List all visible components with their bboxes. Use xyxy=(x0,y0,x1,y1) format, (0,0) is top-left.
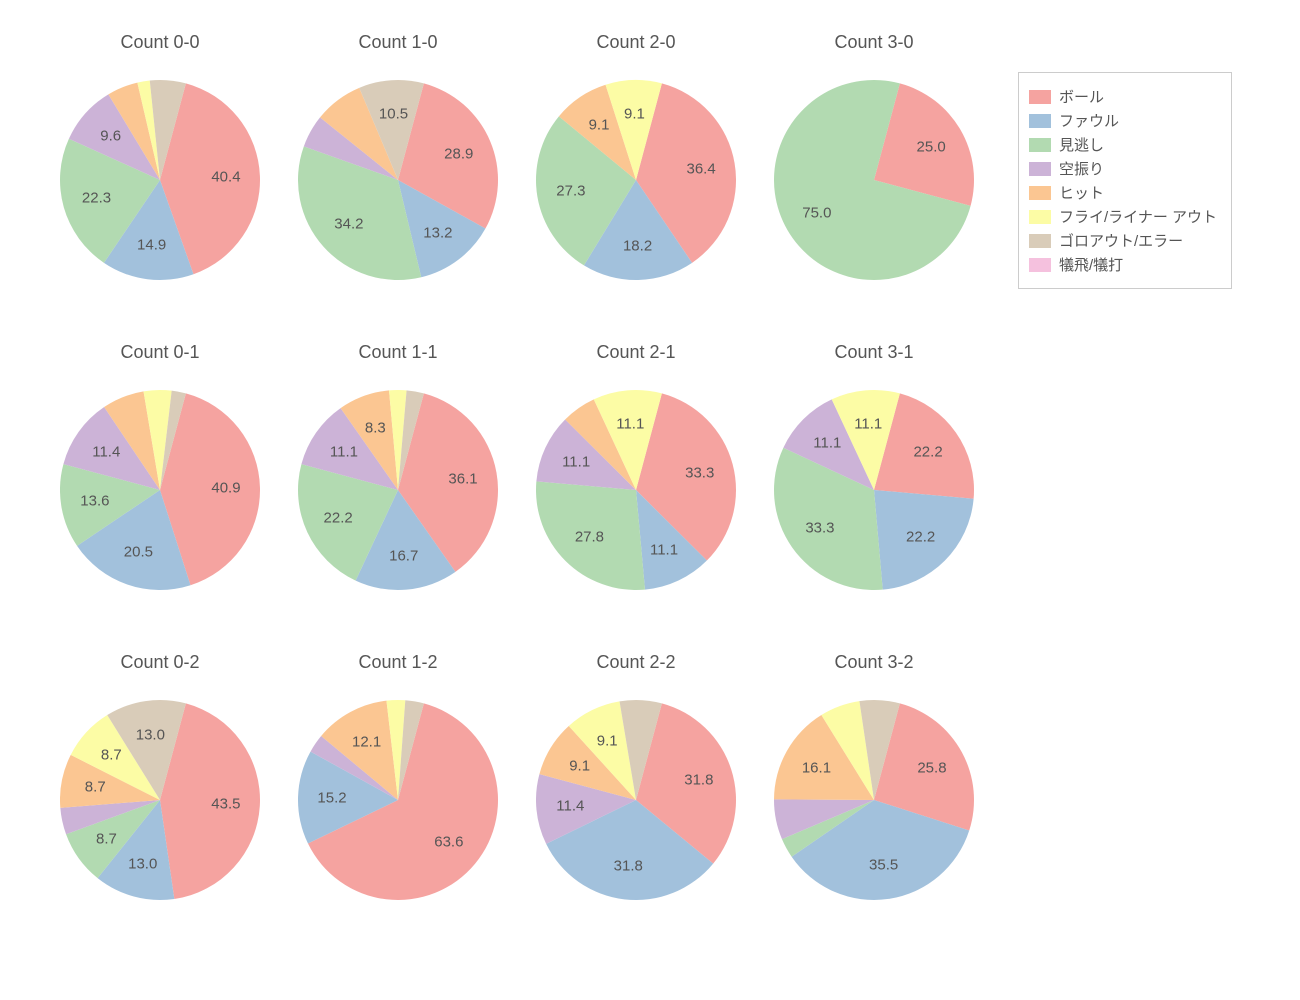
slice-label: 9.1 xyxy=(624,106,645,123)
legend-item: ボール xyxy=(1029,86,1217,107)
slice-label: 25.0 xyxy=(917,139,946,156)
legend-item: 空振り xyxy=(1029,158,1217,179)
pie-chart: 43.5 13.0 8.7 8.7 8.7 13.0 xyxy=(60,670,300,930)
slice-label: 10.5 xyxy=(379,106,408,123)
legend-item: ファウル xyxy=(1029,110,1217,131)
legend-swatch xyxy=(1029,258,1051,272)
legend-swatch xyxy=(1029,186,1051,200)
legend-label: ゴロアウト/エラー xyxy=(1059,230,1183,251)
slice-label: 40.4 xyxy=(211,169,240,186)
legend-swatch xyxy=(1029,90,1051,104)
legend-swatch xyxy=(1029,210,1051,224)
slice-label: 11.1 xyxy=(650,541,678,558)
slice-label: 43.5 xyxy=(211,795,240,812)
legend-label: 見逃し xyxy=(1059,134,1104,155)
pie-chart: 40.9 20.5 13.6 11.4 xyxy=(60,360,300,620)
legend-label: フライ/ライナー アウト xyxy=(1059,206,1217,227)
pie-chart: 33.3 11.1 27.8 11.1 11.1 xyxy=(536,360,776,620)
legend-label: 犠飛/犠打 xyxy=(1059,254,1123,275)
slice-label: 9.1 xyxy=(597,732,618,749)
slice-label: 63.6 xyxy=(434,834,463,851)
slice-label: 9.1 xyxy=(589,117,610,134)
slice-label: 33.3 xyxy=(805,519,834,536)
slice-label: 22.3 xyxy=(82,189,111,206)
pie-chart: 36.4 18.2 27.3 9.1 9.1 xyxy=(536,50,776,310)
slice-label: 40.9 xyxy=(211,480,240,497)
slice-label: 8.3 xyxy=(365,420,386,437)
slice-label: 12.1 xyxy=(352,733,381,750)
slice-label: 13.0 xyxy=(128,855,157,872)
slice-label: 8.7 xyxy=(85,779,106,796)
slice-label: 13.6 xyxy=(80,492,109,509)
legend-swatch xyxy=(1029,162,1051,176)
legend-swatch xyxy=(1029,114,1051,128)
slice-label: 15.2 xyxy=(317,790,346,807)
pie-chart: 40.4 14.9 22.3 9.6 xyxy=(60,50,300,310)
legend-swatch xyxy=(1029,234,1051,248)
slice-label: 25.8 xyxy=(917,760,946,777)
legend-item: ゴロアウト/エラー xyxy=(1029,230,1217,251)
slice-label: 9.1 xyxy=(569,757,590,774)
slice-label: 33.3 xyxy=(685,464,714,481)
legend: ボールファウル見逃し空振りヒットフライ/ライナー アウトゴロアウト/エラー犠飛/… xyxy=(1018,72,1232,289)
slice-label: 18.2 xyxy=(623,237,652,254)
slice-label: 28.9 xyxy=(444,146,473,163)
pie-chart: 22.2 22.2 33.3 11.1 11.1 xyxy=(774,360,1014,620)
slice-label: 35.5 xyxy=(869,857,898,874)
slice-label: 11.4 xyxy=(556,798,584,815)
pie-chart: 63.6 15.2 12.1 xyxy=(298,670,538,930)
legend-label: ファウル xyxy=(1059,110,1119,131)
slice-label: 16.1 xyxy=(802,759,831,776)
slice-label: 16.7 xyxy=(389,547,418,564)
slice-label: 9.6 xyxy=(100,128,121,145)
slice-label: 22.2 xyxy=(906,528,935,545)
slice-label: 11.1 xyxy=(330,444,358,461)
slice-label: 11.1 xyxy=(562,454,590,471)
slice-label: 31.8 xyxy=(614,857,643,874)
pie-chart: 31.8 31.8 11.4 9.1 9.1 xyxy=(536,670,776,930)
slice-label: 13.0 xyxy=(136,726,165,743)
slice-label: 8.7 xyxy=(96,830,117,847)
slice-label: 11.1 xyxy=(616,416,644,433)
slice-label: 22.2 xyxy=(324,509,353,526)
legend-label: 空振り xyxy=(1059,158,1104,179)
slice-label: 11.1 xyxy=(854,416,882,433)
slice-label: 11.1 xyxy=(813,435,841,452)
legend-item: 見逃し xyxy=(1029,134,1217,155)
legend-label: ボール xyxy=(1059,86,1104,107)
slice-label: 13.2 xyxy=(423,224,452,241)
slice-label: 27.3 xyxy=(556,182,585,199)
pie-chart: 36.1 16.7 22.2 11.1 8.3 xyxy=(298,360,538,620)
slice-label: 31.8 xyxy=(684,771,713,788)
legend-item: ヒット xyxy=(1029,182,1217,203)
slice-label: 36.1 xyxy=(448,470,477,487)
slice-label: 34.2 xyxy=(334,216,363,233)
legend-item: フライ/ライナー アウト xyxy=(1029,206,1217,227)
slice-label: 11.4 xyxy=(92,443,120,460)
slice-label: 14.9 xyxy=(137,237,166,254)
slice-label: 20.5 xyxy=(124,544,153,561)
slice-label: 36.4 xyxy=(686,161,715,178)
pie-chart: 25.8 35.5 16.1 xyxy=(774,670,1014,930)
slice-label: 75.0 xyxy=(802,205,831,222)
legend-item: 犠飛/犠打 xyxy=(1029,254,1217,275)
pie-chart: 28.9 13.2 34.2 10.5 xyxy=(298,50,538,310)
slice-label: 22.2 xyxy=(913,444,942,461)
chart-grid: Count 0-040.414.922.39.6Count 1-028.913.… xyxy=(0,0,1300,1000)
legend-label: ヒット xyxy=(1059,182,1104,203)
slice-label: 8.7 xyxy=(101,747,122,764)
slice-label: 27.8 xyxy=(575,528,604,545)
pie-chart: 25.0 75.0 xyxy=(774,50,1014,310)
legend-swatch xyxy=(1029,138,1051,152)
